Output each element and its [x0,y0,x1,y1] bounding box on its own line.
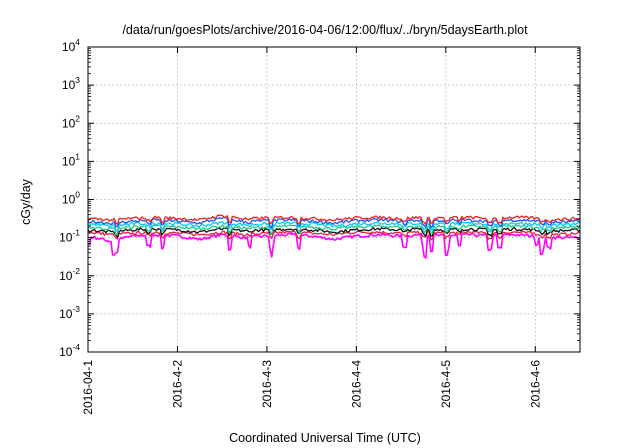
series-line-1 [87,232,581,259]
series-line-2 [87,230,581,241]
y-tick-label: 104 [62,37,80,54]
series-line-5 [87,221,581,232]
y-tick-label: 10-3 [59,304,80,321]
y-tick-label: 10-2 [59,266,80,283]
plot-frame [87,46,581,353]
y-tick-label: 101 [62,151,80,168]
series-line-4 [88,224,581,236]
x-tick-label: 2016-4-3 [260,360,274,408]
x-axis-label: Coordinated Universal Time (UTC) [229,431,421,445]
x-tick-label: 2016-4-6 [528,360,542,408]
y-axis-label: cGy/day [19,178,33,225]
y-tick-label: 10-4 [59,342,80,359]
y-tick-label: 103 [62,75,80,92]
y-axis-ticks: 10-4 10-3 10-2 10-1 100 101 102 103 104 [59,37,580,359]
x-tick-label: 2016-4-2 [170,360,184,408]
x-axis-ticks: 2016-04-1 2016-4-2 2016-4-3 2016-4-4 2016-4-… [81,47,542,415]
x-tick-label: 2016-04-1 [81,360,95,415]
y-tick-label: 102 [62,113,80,130]
series-line-3 [87,226,581,238]
y-tick-label: 100 [62,190,80,207]
grid [88,47,580,352]
chart-title: /data/run/goesPlots/archive/2016-04-06/1… [122,23,528,37]
x-tick-label: 2016-4-4 [349,360,363,408]
series-group [87,214,581,259]
series-line-7 [87,214,581,226]
y-tick-label: 10-1 [59,228,80,245]
x-tick-label: 2016-4-5 [439,360,453,408]
